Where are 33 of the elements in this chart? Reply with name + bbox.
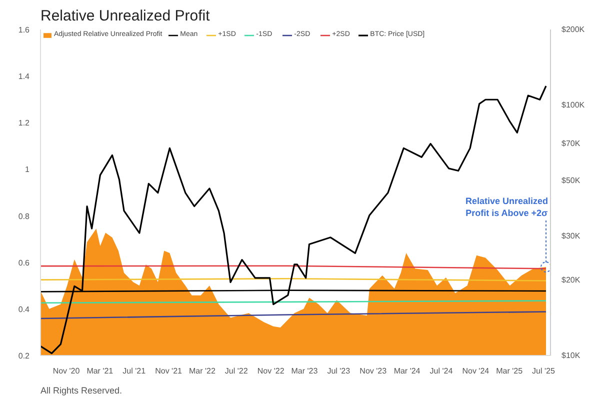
x-tick-label: Jul '24: [430, 366, 454, 376]
y-tick-label: 1.6: [18, 26, 30, 34]
x-tick-label: Mar '25: [496, 366, 524, 376]
y2-tick-label: $100K: [562, 100, 586, 110]
y2-tick-label: $30K: [562, 231, 581, 240]
y2-tick-label: $50K: [562, 176, 581, 185]
x-tick-label: Mar '23: [291, 366, 318, 376]
x-tick-label: Jul '21: [122, 366, 146, 376]
x-tick-label: Jul '23: [327, 366, 351, 376]
x-tick-label: Nov '23: [360, 366, 388, 376]
annotation: Relative Unrealized Profit is Above +2σ: [465, 196, 548, 218]
y2-tick-label: $70K: [562, 139, 581, 148]
y2-tick-label: $20K: [562, 276, 581, 285]
x-tick-label: Nov '24: [462, 366, 490, 376]
x-tick-label: Mar '24: [394, 366, 421, 376]
y-tick-label: 0.6: [18, 258, 30, 268]
y-tick-label: 1.2: [18, 118, 30, 128]
y-tick-label: 0.2: [18, 352, 30, 360]
x-tick-label: Mar '21: [86, 366, 114, 376]
x-tick-label: Mar '22: [188, 366, 216, 376]
text: All Rights Reserved.: [40, 386, 122, 396]
y-tick-label: 0.8: [18, 212, 30, 221]
y-tick-label: 0.4: [18, 304, 30, 314]
x-tick-label: Nov '22: [257, 366, 285, 376]
x-tick-label: Jul '22: [224, 366, 248, 376]
y2-tick-label: $10K: [562, 351, 581, 360]
y-tick-label: 1.4: [18, 72, 30, 82]
x-tick-label: Nov '21: [155, 366, 183, 376]
y-tick-label: 1: [25, 165, 30, 174]
y2-tick-label: $200K: [562, 25, 586, 34]
x-tick-label: Jul '25: [532, 366, 556, 376]
x-tick-label: Nov '20: [52, 366, 80, 376]
chart-title: Relative Unrealized Profit: [40, 8, 211, 24]
